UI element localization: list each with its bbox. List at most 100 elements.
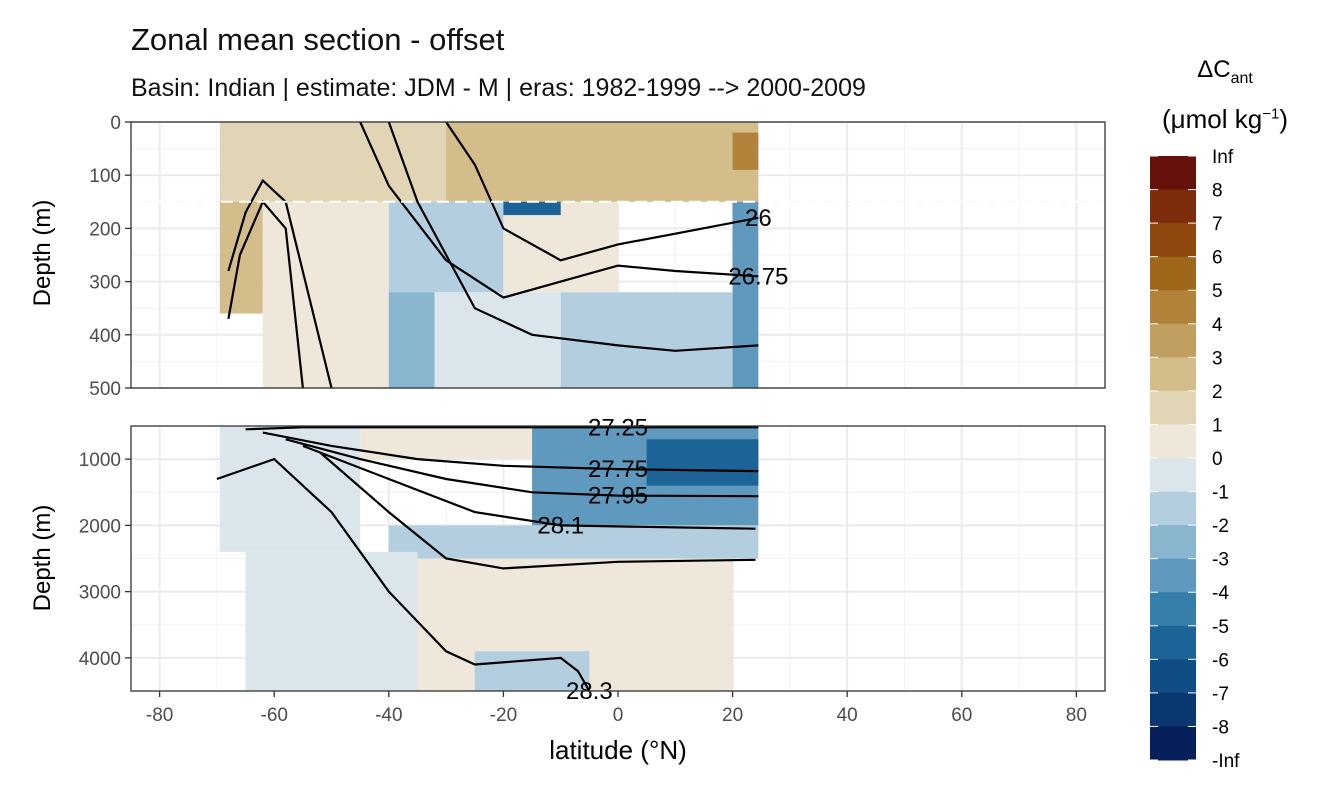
fill-region (560, 292, 733, 388)
fill-region (732, 132, 759, 170)
x-tick-label: 20 (722, 705, 743, 726)
legend-title-sub: ant (1230, 69, 1253, 87)
contour-line (359, 121, 759, 299)
legend-label: -2 (1212, 516, 1229, 537)
legend-label: 1 (1212, 415, 1223, 436)
legend-label: -7 (1212, 684, 1229, 705)
legend-label: -6 (1212, 650, 1229, 671)
fill-region (474, 651, 590, 691)
chart-title: Zonal mean section - offset (131, 22, 505, 57)
contour-line (216, 457, 591, 692)
legend-label: 6 (1212, 248, 1223, 269)
x-tick-label: 80 (1066, 705, 1087, 726)
legend-unit-sup: −1 (1262, 105, 1280, 123)
x-tick-label: 40 (837, 705, 858, 726)
legend-unit: (μmol kg−1) (1162, 104, 1288, 135)
legend-label: -Inf (1212, 751, 1240, 772)
x-tick-label: 0 (613, 705, 624, 726)
legend-title-main: ΔC (1197, 56, 1231, 83)
panel-border (130, 121, 1106, 389)
legend-label: Inf (1212, 147, 1234, 168)
legend-swatch (1150, 357, 1196, 392)
contour-label: 28.1 (537, 512, 584, 539)
legend-label: 3 (1212, 348, 1223, 369)
contour-label: 27.25 (588, 414, 648, 441)
legend-colorbar: Inf 8 7 6 5 4 3 2 1 0 -1 -2 -3 -4 -5 -6 -7 -8 -Inf (1150, 147, 1240, 772)
contour-line (302, 444, 756, 530)
panel-upper: 26 26.75 0 100 200 300 400 500 (89, 113, 1106, 400)
y-tick-label: 1000 (79, 450, 121, 471)
fill-region (732, 201, 759, 388)
fill-region (388, 292, 435, 388)
legend-swatch (1150, 390, 1196, 425)
chart-subtitle: Basin: Indian | estimate: JDM - M | eras… (131, 74, 866, 102)
legend-label: 7 (1212, 214, 1223, 235)
legend-label: 8 (1212, 181, 1223, 202)
legend-swatch (1150, 156, 1196, 191)
x-tick-label: -60 (261, 705, 288, 726)
x-tick-label: -40 (375, 705, 402, 726)
fill-region (245, 551, 418, 691)
y-tick-label: 400 (89, 326, 121, 347)
legend-swatch (1150, 525, 1196, 560)
legend-unit-close: ) (1279, 104, 1288, 134)
fill-region (388, 525, 759, 559)
y-tick-label: 4000 (79, 649, 121, 670)
contour-label: 26 (745, 205, 772, 232)
x-tick-label: -80 (146, 705, 173, 726)
legend-swatch (1150, 558, 1196, 593)
legend-swatch (1150, 424, 1196, 459)
fill-region (262, 201, 389, 388)
contour-line (387, 121, 759, 352)
legend-swatch (1150, 659, 1196, 694)
contour-label: 26.75 (728, 263, 788, 290)
fill-regions (219, 426, 759, 691)
legend-swatch (1150, 458, 1196, 493)
contour-line (245, 426, 759, 431)
fill-region (503, 201, 561, 216)
legend-swatch (1150, 256, 1196, 291)
fill-region (503, 201, 618, 293)
contour-line (227, 178, 333, 389)
x-tick-label: 60 (951, 705, 972, 726)
legend-label: -8 (1212, 717, 1229, 738)
legend-title: ΔCant (1197, 56, 1253, 88)
x-axis-label: latitude (°N) (549, 735, 687, 765)
legend-label: 4 (1212, 315, 1223, 336)
contour-line (262, 431, 759, 473)
y-tick-label: 3000 (79, 583, 121, 604)
fill-region (219, 426, 361, 552)
legend-swatch (1150, 726, 1196, 761)
legend-unit-main: (μmol kg (1162, 104, 1263, 134)
legend-swatch (1150, 323, 1196, 358)
legend-label: 5 (1212, 281, 1223, 302)
y-tick-label: 100 (89, 166, 121, 187)
fill-region (388, 201, 504, 293)
contour-line (319, 451, 756, 570)
legend-label: -1 (1212, 483, 1229, 504)
y-tick-label: 200 (89, 219, 121, 240)
legend-swatch (1150, 592, 1196, 627)
y-tick-label: 0 (110, 113, 121, 134)
legend-label: -5 (1212, 617, 1229, 638)
y-tick-label: 300 (89, 273, 121, 294)
legend-swatch (1150, 491, 1196, 526)
contour-line (285, 438, 759, 498)
y-tick-label: 500 (89, 379, 121, 400)
legend-label: 2 (1212, 382, 1223, 403)
contour-line (445, 121, 759, 262)
contour-label: 27.95 (588, 483, 648, 510)
legend-label: 0 (1212, 449, 1223, 470)
contour-label: 27.75 (588, 456, 648, 483)
x-tick-label: -20 (490, 705, 517, 726)
fill-region (434, 292, 561, 388)
fill-region (446, 122, 759, 202)
legend-label: -3 (1212, 550, 1229, 571)
fill-region (646, 439, 759, 486)
legend-swatch (1150, 290, 1196, 325)
legend-swatch (1150, 189, 1196, 224)
legend-swatch (1150, 223, 1196, 258)
legend-swatch (1150, 692, 1196, 727)
